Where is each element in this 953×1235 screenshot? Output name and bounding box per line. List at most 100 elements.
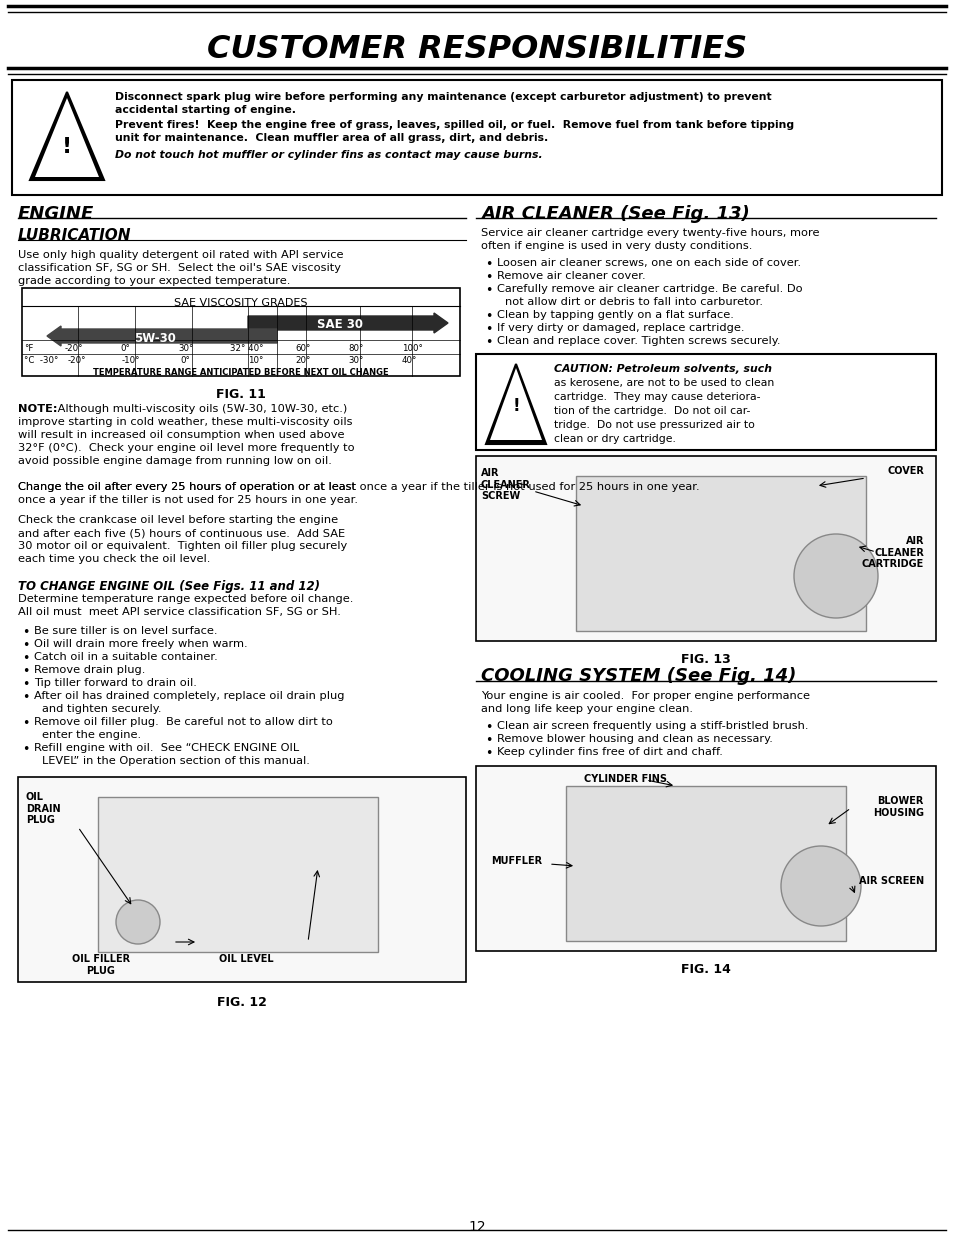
- Text: •: •: [484, 747, 492, 760]
- Text: 20°: 20°: [294, 356, 310, 366]
- Text: and long life keep your engine clean.: and long life keep your engine clean.: [480, 704, 692, 714]
- Text: •: •: [22, 638, 30, 652]
- Text: OIL LEVEL: OIL LEVEL: [218, 953, 273, 965]
- Text: •: •: [22, 692, 30, 704]
- Text: •: •: [22, 652, 30, 664]
- Text: improve starting in cold weather, these multi-viscosity oils: improve starting in cold weather, these …: [18, 417, 352, 427]
- Text: -20°: -20°: [65, 345, 84, 353]
- Text: If very dirty or damaged, replace cartridge.: If very dirty or damaged, replace cartri…: [497, 324, 743, 333]
- Text: COVER: COVER: [886, 466, 923, 475]
- Text: Change the oil after every 25 hours of operation or at least once a year if the : Change the oil after every 25 hours of o…: [18, 482, 699, 492]
- Circle shape: [793, 534, 877, 618]
- Circle shape: [781, 846, 861, 926]
- Text: enter the engine.: enter the engine.: [42, 730, 141, 740]
- Text: CUSTOMER RESPONSIBILITIES: CUSTOMER RESPONSIBILITIES: [207, 35, 746, 65]
- Text: FIG. 11: FIG. 11: [215, 388, 266, 401]
- Polygon shape: [30, 91, 104, 180]
- Text: Remove air cleaner cover.: Remove air cleaner cover.: [497, 270, 645, 282]
- Text: •: •: [484, 270, 492, 284]
- Polygon shape: [490, 368, 541, 440]
- Text: Loosen air cleaner screws, one on each side of cover.: Loosen air cleaner screws, one on each s…: [497, 258, 801, 268]
- Text: Oil will drain more freely when warm.: Oil will drain more freely when warm.: [34, 638, 248, 650]
- Text: •: •: [22, 664, 30, 678]
- Text: grade according to your expected temperature.: grade according to your expected tempera…: [18, 275, 290, 287]
- Text: 60°: 60°: [294, 345, 310, 353]
- Bar: [476, 354, 935, 450]
- Text: Remove oil filler plug.  Be careful not to allow dirt to: Remove oil filler plug. Be careful not t…: [34, 718, 333, 727]
- Text: tion of the cartridge.  Do not oil car-: tion of the cartridge. Do not oil car-: [554, 406, 750, 416]
- Text: Clean by tapping gently on a flat surface.: Clean by tapping gently on a flat surfac…: [497, 310, 733, 320]
- Text: Keep cylinder fins free of dirt and chaff.: Keep cylinder fins free of dirt and chaf…: [497, 747, 722, 757]
- Text: 0°: 0°: [120, 345, 130, 353]
- Text: •: •: [22, 743, 30, 756]
- Text: unit for maintenance.  Clean muffler area of all grass, dirt, and debris.: unit for maintenance. Clean muffler area…: [115, 133, 548, 143]
- Text: classification SF, SG or SH.  Select the oil's SAE viscosity: classification SF, SG or SH. Select the …: [18, 263, 340, 273]
- Text: Disconnect spark plug wire before performing any maintenance (except carburetor : Disconnect spark plug wire before perfor…: [115, 91, 771, 103]
- Text: AIR CLEANER (See Fig. 13): AIR CLEANER (See Fig. 13): [480, 205, 749, 224]
- Text: Remove drain plug.: Remove drain plug.: [34, 664, 145, 676]
- Text: 12: 12: [468, 1220, 485, 1234]
- Text: often if engine is used in very dusty conditions.: often if engine is used in very dusty co…: [480, 241, 752, 251]
- Text: Service air cleaner cartridge every twenty-five hours, more: Service air cleaner cartridge every twen…: [480, 228, 819, 238]
- Text: SAE VISCOSITY GRADES: SAE VISCOSITY GRADES: [174, 298, 308, 308]
- Text: °F: °F: [24, 345, 33, 353]
- Text: •: •: [22, 626, 30, 638]
- Text: •: •: [484, 284, 492, 296]
- Text: Be sure tiller is on level surface.: Be sure tiller is on level surface.: [34, 626, 217, 636]
- Text: 32° 40°: 32° 40°: [230, 345, 263, 353]
- Text: NOTE:: NOTE:: [18, 404, 57, 414]
- Text: not allow dirt or debris to fall into carburetor.: not allow dirt or debris to fall into ca…: [504, 296, 762, 308]
- Text: 30°: 30°: [348, 356, 363, 366]
- Text: 32°F (0°C).  Check your engine oil level more frequently to: 32°F (0°C). Check your engine oil level …: [18, 443, 355, 453]
- Text: After oil has drained completely, replace oil drain plug: After oil has drained completely, replac…: [34, 692, 344, 701]
- Text: Remove blower housing and clean as necessary.: Remove blower housing and clean as neces…: [497, 734, 772, 743]
- Text: LUBRICATION: LUBRICATION: [18, 228, 132, 243]
- Text: !: !: [512, 396, 519, 415]
- Text: Do not touch hot muffler or cylinder fins as contact may cause burns.: Do not touch hot muffler or cylinder fin…: [115, 149, 542, 161]
- Text: •: •: [484, 324, 492, 336]
- Text: !: !: [62, 137, 72, 157]
- Text: 30°: 30°: [178, 345, 193, 353]
- Text: FIG. 14: FIG. 14: [680, 963, 730, 976]
- Text: TEMPERATURE RANGE ANTICIPATED BEFORE NEXT OIL CHANGE: TEMPERATURE RANGE ANTICIPATED BEFORE NEX…: [93, 368, 389, 377]
- Text: -10°: -10°: [122, 356, 140, 366]
- Text: -20°: -20°: [68, 356, 87, 366]
- Text: 100°: 100°: [401, 345, 422, 353]
- Text: will result in increased oil consumption when used above: will result in increased oil consumption…: [18, 430, 344, 440]
- Text: •: •: [484, 336, 492, 350]
- Text: °C  -30°: °C -30°: [24, 356, 58, 366]
- Text: each time you check the oil level.: each time you check the oil level.: [18, 555, 211, 564]
- Text: and tighten securely.: and tighten securely.: [42, 704, 161, 714]
- Text: Your engine is air cooled.  For proper engine performance: Your engine is air cooled. For proper en…: [480, 692, 809, 701]
- Text: FIG. 13: FIG. 13: [680, 653, 730, 666]
- Text: Refill engine with oil.  See “CHECK ENGINE OIL: Refill engine with oil. See “CHECK ENGIN…: [34, 743, 299, 753]
- Text: as kerosene, are not to be used to clean: as kerosene, are not to be used to clean: [554, 378, 774, 388]
- Text: and after each five (5) hours of continuous use.  Add SAE: and after each five (5) hours of continu…: [18, 529, 345, 538]
- Text: AIR SCREEN: AIR SCREEN: [858, 876, 923, 885]
- FancyArrow shape: [248, 312, 448, 333]
- Text: •: •: [484, 310, 492, 324]
- Text: accidental starting of engine.: accidental starting of engine.: [115, 105, 295, 115]
- Bar: [12, 80, 941, 195]
- Text: ENGINE: ENGINE: [18, 205, 94, 224]
- Bar: [476, 766, 935, 951]
- Text: 10°: 10°: [248, 356, 263, 366]
- Text: TO CHANGE ENGINE OIL (See Figs. 11 and 12): TO CHANGE ENGINE OIL (See Figs. 11 and 1…: [18, 580, 319, 593]
- Text: AIR
CLEANER
CARTRIDGE: AIR CLEANER CARTRIDGE: [861, 536, 923, 569]
- Text: FIG. 12: FIG. 12: [217, 995, 267, 1009]
- Text: MUFFLER: MUFFLER: [491, 856, 541, 866]
- Bar: [98, 797, 377, 952]
- FancyArrow shape: [47, 326, 276, 346]
- Bar: [476, 456, 935, 641]
- Bar: [565, 785, 845, 941]
- Text: Check the crankcase oil level before starting the engine: Check the crankcase oil level before sta…: [18, 515, 337, 525]
- Text: COOLING SYSTEM (See Fig. 14): COOLING SYSTEM (See Fig. 14): [480, 667, 796, 685]
- Text: Change the oil after every 25 hours of operation or at least: Change the oil after every 25 hours of o…: [18, 482, 355, 492]
- Text: BLOWER
HOUSING: BLOWER HOUSING: [872, 797, 923, 818]
- Text: •: •: [22, 718, 30, 730]
- Text: OIL FILLER
PLUG: OIL FILLER PLUG: [71, 953, 130, 976]
- Bar: [576, 475, 865, 631]
- Text: 5W-30: 5W-30: [134, 331, 175, 345]
- Text: Tip tiller forward to drain oil.: Tip tiller forward to drain oil.: [34, 678, 196, 688]
- Text: once a year if the tiller is not used for 25 hours in one year.: once a year if the tiller is not used fo…: [18, 495, 357, 505]
